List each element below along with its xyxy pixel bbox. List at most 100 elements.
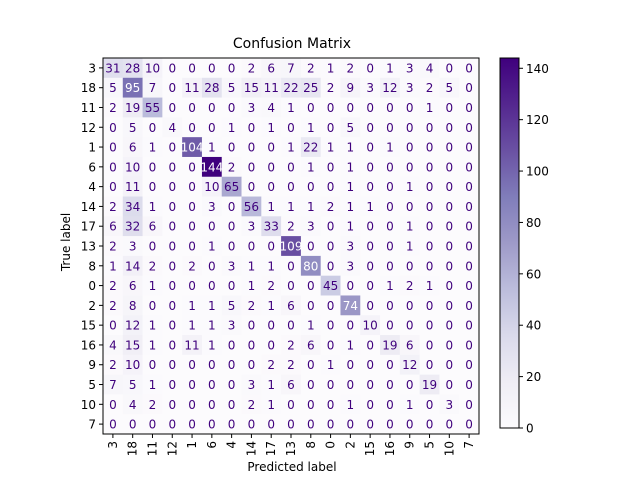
heatmap-cell: [281, 137, 302, 158]
cell-value-label: 0: [327, 121, 335, 135]
cell-value-label: 10: [125, 358, 140, 372]
heatmap-cell: [221, 295, 242, 316]
heatmap-cell: [360, 156, 381, 178]
cell-value-label: 1: [287, 200, 295, 214]
cell-value-label: 0: [386, 200, 394, 214]
heatmap-cell: [419, 216, 440, 237]
heatmap-cell: [419, 315, 440, 336]
heatmap-cell: [399, 374, 420, 395]
heatmap-cell: [439, 196, 460, 217]
heatmap-cell: [281, 354, 302, 375]
cell-value-label: 1: [149, 279, 157, 293]
cell-value-label: 0: [386, 160, 394, 174]
cell-value-label: 0: [366, 299, 374, 313]
cell-value-label: 0: [228, 200, 236, 214]
heatmap-cell: [380, 196, 401, 217]
heatmap-cell: [221, 414, 242, 435]
cell-value-label: 0: [149, 180, 157, 194]
cell-value-label: 0: [228, 141, 236, 155]
heatmap-cell: [399, 394, 420, 415]
heatmap-cell: [261, 176, 282, 197]
heatmap-cell: [439, 156, 460, 178]
cell-value-label: 33: [264, 220, 279, 234]
cell-value-label: 0: [307, 279, 315, 293]
heatmap-cell: [360, 117, 381, 138]
cell-value-label: 0: [168, 81, 176, 95]
heatmap-cell: [439, 394, 460, 415]
y-tick-label: 17: [81, 220, 96, 234]
heatmap-cell: [261, 255, 282, 276]
cell-value-label: 0: [406, 121, 414, 135]
heatmap-cell: [122, 275, 143, 296]
heatmap-cell: [182, 354, 203, 375]
heatmap-cell: [360, 137, 381, 158]
heatmap-cell: [459, 137, 480, 158]
heatmap-cell: [459, 196, 480, 217]
heatmap-cell: [380, 335, 401, 356]
heatmap-cell: [300, 275, 321, 296]
cell-value-label: 0: [386, 180, 394, 194]
heatmap-cell: [162, 315, 183, 336]
heatmap-cell: [182, 156, 203, 178]
cell-value-label: 0: [386, 259, 394, 273]
heatmap-cell: [162, 176, 183, 197]
heatmap-cell: [360, 236, 381, 257]
cell-value-label: 0: [465, 299, 473, 313]
heatmap-cell: [162, 97, 183, 118]
cell-value-label: 14: [125, 259, 140, 273]
cell-value-label: 10: [145, 61, 160, 75]
cell-value-label: 0: [426, 141, 434, 155]
heatmap-cell: [439, 414, 460, 435]
heatmap-cell: [122, 335, 143, 356]
cell-value-label: 5: [347, 121, 355, 135]
x-axis-ticks: 3 18 11 12 1 6 4 14 17 13 8 0 2 15 16 9 5 10 7: [106, 434, 476, 456]
cell-value-label: 0: [426, 121, 434, 135]
cell-value-label: 0: [445, 180, 453, 194]
cell-value-label: 1: [208, 240, 216, 254]
cell-value-label: 0: [366, 180, 374, 194]
heatmap-cell: [261, 335, 282, 356]
cell-value-label: 1: [188, 319, 196, 333]
x-tick-label: 4: [225, 441, 239, 449]
cell-value-label: 0: [386, 101, 394, 115]
cell-value-label: 0: [426, 418, 434, 432]
y-tick-label: 9: [88, 358, 96, 372]
cell-value-label: 2: [287, 358, 295, 372]
heatmap-cell: [380, 275, 401, 296]
cell-value-label: 0: [149, 299, 157, 313]
heatmap-cell: [320, 216, 341, 237]
cell-value-label: 1: [267, 200, 275, 214]
cell-value-label: 0: [386, 121, 394, 135]
heatmap-cell: [103, 97, 124, 118]
heatmap-cell: [103, 77, 124, 98]
heatmap-cell: [162, 77, 183, 98]
cell-value-label: 1: [248, 259, 256, 273]
cell-value-label: 1: [149, 200, 157, 214]
heatmap-cell: [162, 236, 183, 257]
cell-value-label: 0: [109, 319, 117, 333]
heatmap-cell: [360, 176, 381, 197]
heatmap-cell: [380, 236, 401, 257]
cell-value-label: 0: [445, 338, 453, 352]
heatmap-cell: [320, 374, 341, 395]
cell-value-label: 0: [188, 279, 196, 293]
x-tick-label: 3: [106, 441, 120, 449]
heatmap-cell: [399, 236, 420, 257]
x-tick-label: 12: [165, 441, 179, 456]
cell-value-label: 0: [426, 240, 434, 254]
cell-value-label: 0: [188, 378, 196, 392]
heatmap-cell: [182, 374, 203, 395]
cell-value-label: 0: [366, 259, 374, 273]
cell-value-label: 3: [228, 319, 236, 333]
heatmap-cell: [360, 295, 381, 316]
heatmap-cell: [241, 58, 262, 79]
cell-value-label: 2: [327, 200, 335, 214]
cell-value-label: 0: [386, 378, 394, 392]
heatmap-cell: [300, 137, 321, 158]
cell-value-label: 6: [287, 299, 295, 313]
cell-value-label: 0: [168, 279, 176, 293]
colorbar-tick-label: 100: [526, 165, 549, 179]
cell-value-label: 4: [168, 121, 176, 135]
cell-value-label: 0: [168, 220, 176, 234]
heatmap-cell: [261, 137, 282, 158]
